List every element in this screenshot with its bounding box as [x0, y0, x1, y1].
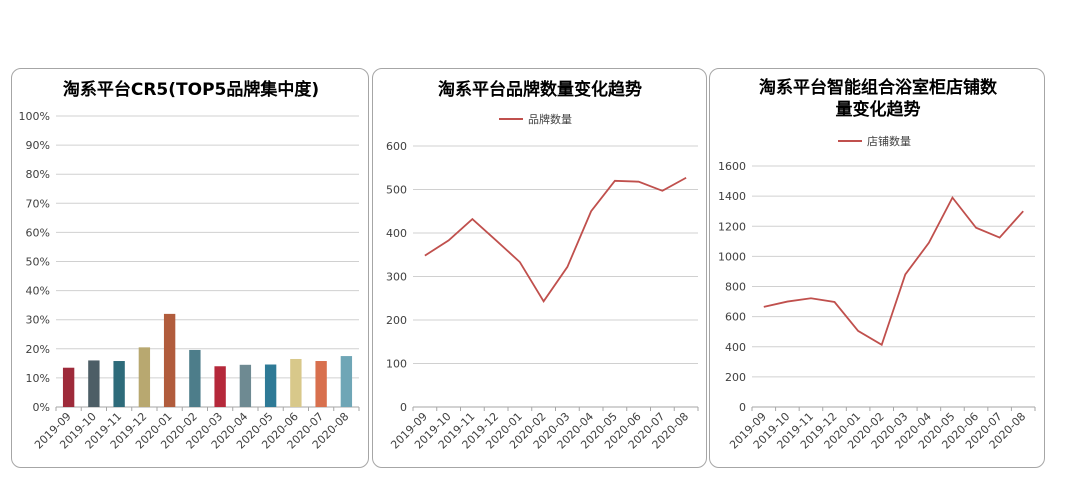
store-count-chart-panel: 淘系平台智能组合浴室柜店铺数 量变化趋势 店铺数量 0 200 400 600 800 1…: [709, 68, 1045, 468]
y-tick-label: 100%: [19, 110, 50, 123]
y-tick-label: 1000: [718, 250, 746, 263]
bar: [290, 358, 302, 407]
legend-label: 店铺数量: [867, 134, 911, 148]
y-tick-label: 1200: [718, 220, 746, 233]
y-tick-label: 600: [725, 311, 746, 324]
y-tick-label: 800: [725, 281, 746, 294]
bar: [340, 356, 353, 407]
y-tick-label: 600: [386, 140, 407, 153]
y-tick-label: 30%: [26, 314, 50, 327]
y-tick-label: 500: [386, 184, 407, 197]
y-tick-label: 60%: [26, 226, 50, 239]
brand-count-chart-panel: 淘系平台品牌数量变化趋势 品牌数量 0 100 200 300 400 500 600 20…: [372, 68, 707, 468]
bar: [88, 360, 100, 407]
bar: [214, 366, 226, 407]
chart-title-line-1: 淘系平台智能组合浴室柜店铺数: [759, 77, 998, 98]
y-tick-label: 50%: [26, 256, 50, 269]
y-tick-label: 90%: [26, 139, 50, 152]
y-tick-label: 80%: [26, 168, 50, 181]
y-tick-label: 40%: [26, 285, 50, 298]
bar: [62, 367, 75, 407]
y-tick-label: 70%: [26, 197, 50, 210]
y-tick-label: 400: [725, 341, 746, 354]
y-tick-label: 200: [725, 371, 746, 384]
bar: [189, 349, 201, 407]
cr5-chart-panel: 淘系平台CR5(TOP5品牌集中度) 0% 10% 20% 30% 40% 50% 60% 7…: [11, 68, 369, 468]
series-line: [763, 195, 1024, 347]
y-tick-label: 400: [386, 227, 407, 240]
bar: [138, 347, 151, 407]
y-tick-label: 20%: [26, 343, 50, 356]
y-tick-label: 1600: [718, 160, 746, 173]
series-line: [424, 176, 687, 303]
bar: [163, 313, 176, 407]
y-tick-label: 10%: [26, 372, 50, 385]
y-tick-label: 100: [386, 358, 407, 371]
store-count-line-chart: 淘系平台智能组合浴室柜店铺数 量变化趋势 店铺数量 0 200 400 600 800 1…: [718, 77, 1036, 452]
legend-label: 品牌数量: [528, 112, 572, 126]
chart-title-line-2: 量变化趋势: [836, 99, 921, 120]
bar: [239, 364, 252, 407]
y-tick-label: 0: [739, 401, 746, 414]
y-tick-label: 300: [386, 271, 407, 284]
bar: [315, 361, 327, 407]
chart-title: 淘系平台CR5(TOP5品牌集中度): [63, 79, 319, 100]
bar: [113, 361, 125, 407]
bar: [264, 364, 277, 407]
y-tick-label: 200: [386, 314, 407, 327]
chart-title: 淘系平台品牌数量变化趋势: [438, 79, 642, 100]
y-tick-label: 0: [400, 401, 407, 414]
cr5-bar-chart: 淘系平台CR5(TOP5品牌集中度) 0% 10% 20% 30% 40% 50% 60% 7…: [19, 79, 360, 452]
y-tick-label: 0%: [33, 401, 50, 414]
y-tick-label: 1400: [718, 190, 746, 203]
